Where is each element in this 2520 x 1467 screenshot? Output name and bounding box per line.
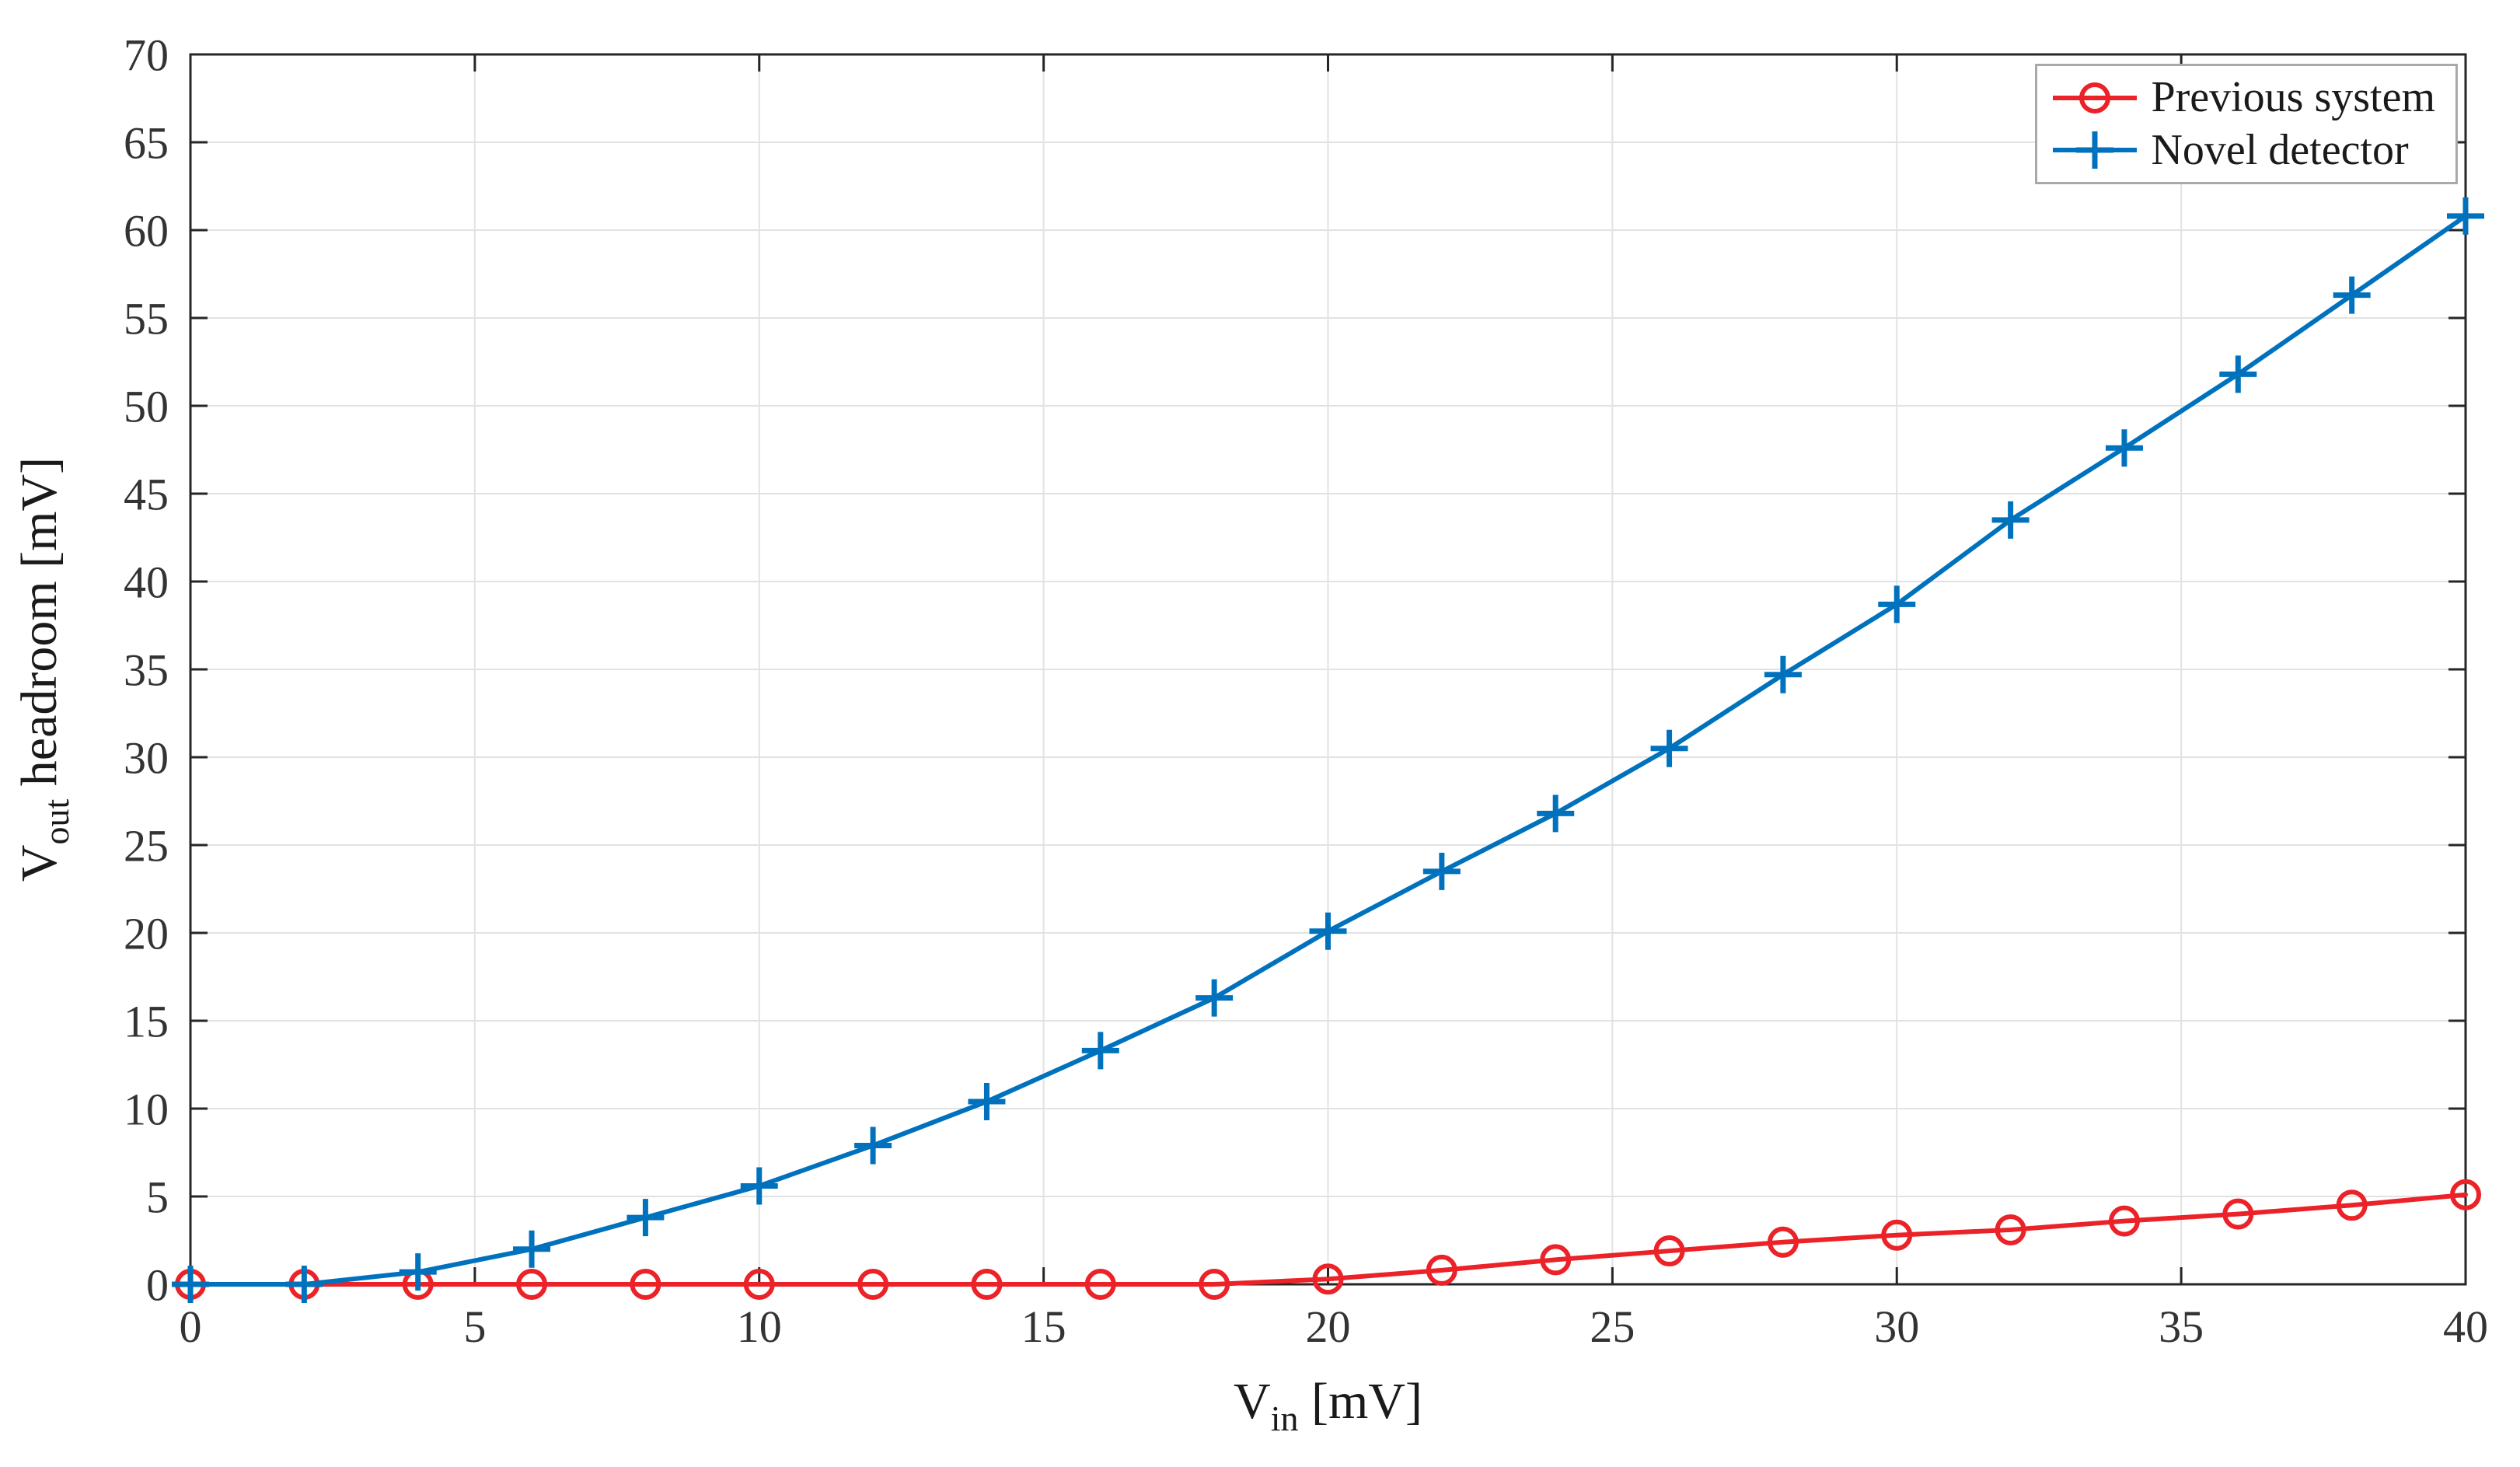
y-tick-label: 25: [124, 820, 169, 871]
y-tick-label: 30: [124, 732, 169, 783]
x-tick-label: 35: [2159, 1301, 2204, 1352]
plus-marker-icon: [2053, 131, 2138, 169]
x-tick-label: 30: [1874, 1301, 1919, 1352]
legend-label: Previous system: [2151, 73, 2435, 121]
x-tick-label: 20: [1306, 1301, 1351, 1352]
y-tick-label: 10: [124, 1084, 169, 1134]
y-tick-label: 35: [124, 644, 169, 695]
y-tick-label: 0: [146, 1259, 169, 1310]
legend-entry-novel-detector: Novel detector: [2048, 125, 2435, 175]
y-tick-label: 20: [124, 908, 169, 959]
x-tick-label: 0: [180, 1301, 202, 1352]
y-tick-label: 70: [124, 30, 169, 80]
circle-marker-icon: [2053, 82, 2138, 114]
y-axis-label: Vout headroom [mV]: [11, 457, 76, 882]
y-tick-label: 55: [124, 293, 169, 344]
legend-label: Novel detector: [2151, 125, 2409, 174]
series-novel-detector: [172, 197, 2484, 1303]
x-tick-label: 40: [2443, 1301, 2488, 1352]
y-tick-label: 5: [146, 1172, 169, 1222]
x-tick-label: 25: [1590, 1301, 1635, 1352]
x-tick-label: 5: [463, 1301, 486, 1352]
x-axis-label: Vin [mV]: [1234, 1373, 1422, 1438]
y-tick-label: 15: [124, 996, 169, 1046]
x-tick-label: 10: [737, 1301, 782, 1352]
y-tick-label: 45: [124, 469, 169, 519]
legend: Previous system Novel detector: [2035, 64, 2458, 185]
y-tick-label: 40: [124, 557, 169, 607]
y-tick-label: 50: [124, 381, 169, 431]
y-tick-label: 60: [124, 205, 169, 256]
legend-entry-previous-system: Previous system: [2048, 73, 2435, 122]
y-tick-label: 65: [124, 117, 169, 168]
x-tick-label: 15: [1021, 1301, 1066, 1352]
